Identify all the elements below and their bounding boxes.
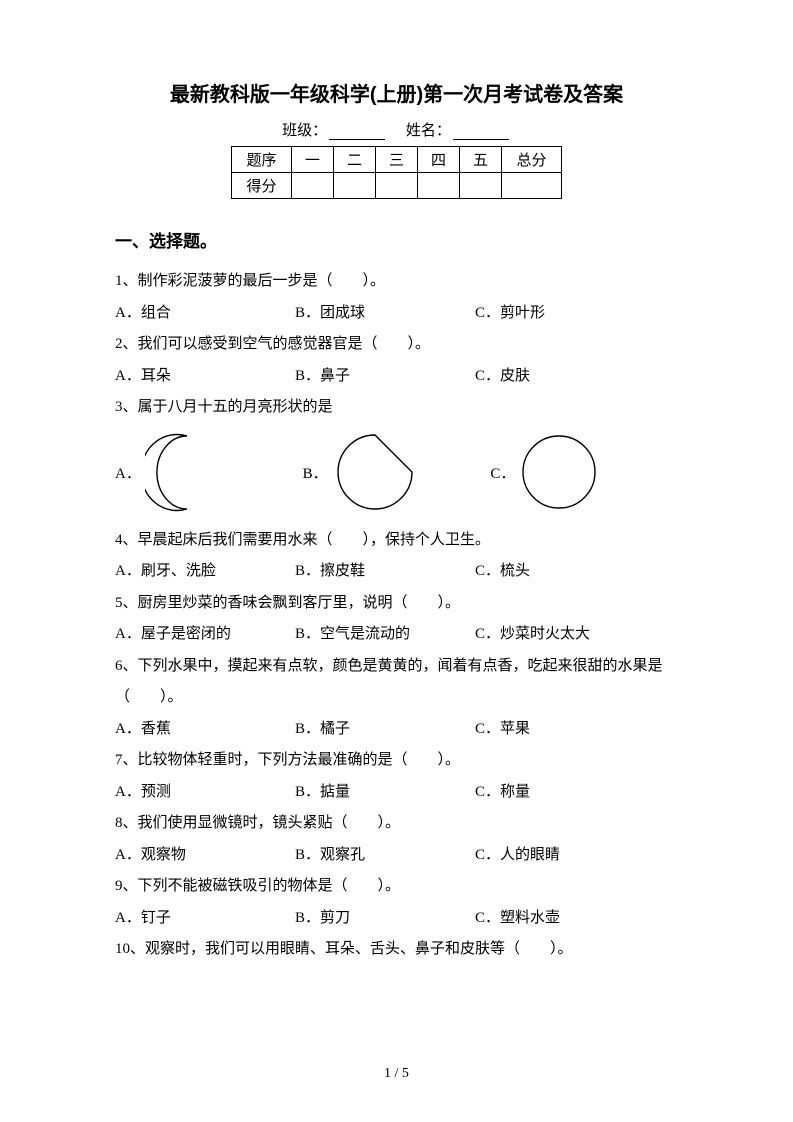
- moon-option-b: B．: [303, 432, 491, 512]
- col-5: 五: [460, 147, 502, 173]
- col-1: 一: [292, 147, 334, 173]
- option-letter: A．: [115, 462, 141, 483]
- score-cell: [502, 173, 562, 199]
- question-stem: 4、早晨起床后我们需要用水来（ ），保持个人卫生。: [115, 525, 678, 557]
- options-row: A．屋子是密闭的B．空气是流动的C．炒菜时火太大: [115, 619, 678, 651]
- table-row: 得分: [232, 173, 562, 199]
- question-stem: 7、比较物体轻重时，下列方法最准确的是（ ）。: [115, 745, 678, 777]
- options-row: A．刷牙、洗脸B．擦皮鞋C．梳头: [115, 556, 678, 588]
- moon-option-c: C．: [490, 432, 678, 512]
- score-cell: [418, 173, 460, 199]
- score-cell: [334, 173, 376, 199]
- page-title: 最新教科版一年级科学(上册)第一次月考试卷及答案: [115, 78, 678, 107]
- option: B．团成球: [295, 298, 475, 330]
- col-2: 二: [334, 147, 376, 173]
- option: A．观察物: [115, 840, 295, 872]
- option: A．耳朵: [115, 361, 295, 393]
- score-cell: [292, 173, 334, 199]
- table-row: 题序 一 二 三 四 五 总分: [232, 147, 562, 173]
- option: B．掂量: [295, 777, 475, 809]
- option: C．剪叶形: [475, 298, 655, 330]
- question-stem: 6、下列水果中，摸起来有点软，颜色是黄黄的，闻着有点香，吃起来很甜的水果是（ ）…: [115, 651, 678, 714]
- moon-options: A． B． C．: [115, 430, 678, 515]
- score-cell: [376, 173, 418, 199]
- option-letter: C．: [490, 462, 515, 483]
- col-4: 四: [418, 147, 460, 173]
- option: A．组合: [115, 298, 295, 330]
- gibbous-moon-icon: [332, 432, 417, 512]
- question-stem: 5、厨房里炒菜的香味会飘到客厅里，说明（ ）。: [115, 588, 678, 620]
- options-row: A．耳朵B．鼻子C．皮肤: [115, 361, 678, 393]
- options-row: A．组合B．团成球C．剪叶形: [115, 298, 678, 330]
- crescent-moon-icon: [145, 430, 215, 515]
- question-stem: 9、下列不能被磁铁吸引的物体是（ ）。: [115, 871, 678, 903]
- page-number: 1 / 5: [0, 1066, 793, 1082]
- name-blank: [453, 126, 509, 140]
- option: A．预测: [115, 777, 295, 809]
- option: C．炒菜时火太大: [475, 619, 655, 651]
- question-stem: 3、属于八月十五的月亮形状的是: [115, 392, 678, 424]
- option: B．观察孔: [295, 840, 475, 872]
- questions-container: 1、制作彩泥菠萝的最后一步是（ ）。A．组合B．团成球C．剪叶形2、我们可以感受…: [115, 266, 678, 966]
- options-row: A．预测B．掂量C．称量: [115, 777, 678, 809]
- moon-option-a: A．: [115, 430, 303, 515]
- option: A．钉子: [115, 903, 295, 935]
- section-header-1: 一、选择题。: [115, 227, 678, 252]
- option: A．香蕉: [115, 714, 295, 746]
- option: C．人的眼睛: [475, 840, 655, 872]
- option: B．空气是流动的: [295, 619, 475, 651]
- meta-line: 班级： 姓名：: [115, 119, 678, 140]
- row1-label: 题序: [232, 147, 292, 173]
- options-row: A．钉子B．剪刀C．塑料水壶: [115, 903, 678, 935]
- col-3: 三: [376, 147, 418, 173]
- question-stem: 1、制作彩泥菠萝的最后一步是（ ）。: [115, 266, 678, 298]
- question-stem: 10、观察时，我们可以用眼睛、耳朵、舌头、鼻子和皮肤等（ ）。: [115, 934, 678, 966]
- option: C．称量: [475, 777, 655, 809]
- question-stem: 2、我们可以感受到空气的感觉器官是（ ）。: [115, 329, 678, 361]
- option: B．擦皮鞋: [295, 556, 475, 588]
- row2-label: 得分: [232, 173, 292, 199]
- col-total: 总分: [502, 147, 562, 173]
- options-row: A．观察物B．观察孔C．人的眼睛: [115, 840, 678, 872]
- option: C．苹果: [475, 714, 655, 746]
- option: C．塑料水壶: [475, 903, 655, 935]
- class-label: 班级：: [282, 123, 327, 139]
- class-blank: [329, 126, 385, 140]
- score-table: 题序 一 二 三 四 五 总分 得分: [231, 146, 562, 199]
- option: A．屋子是密闭的: [115, 619, 295, 651]
- full-moon-icon: [519, 432, 599, 512]
- option: B．剪刀: [295, 903, 475, 935]
- option: C．皮肤: [475, 361, 655, 393]
- options-row: A．香蕉B．橘子C．苹果: [115, 714, 678, 746]
- question-stem: 8、我们使用显微镜时，镜头紧贴（ ）。: [115, 808, 678, 840]
- option: B．橘子: [295, 714, 475, 746]
- option: B．鼻子: [295, 361, 475, 393]
- name-label: 姓名：: [406, 123, 451, 139]
- option: A．刷牙、洗脸: [115, 556, 295, 588]
- score-cell: [460, 173, 502, 199]
- option: C．梳头: [475, 556, 655, 588]
- option-letter: B．: [303, 462, 328, 483]
